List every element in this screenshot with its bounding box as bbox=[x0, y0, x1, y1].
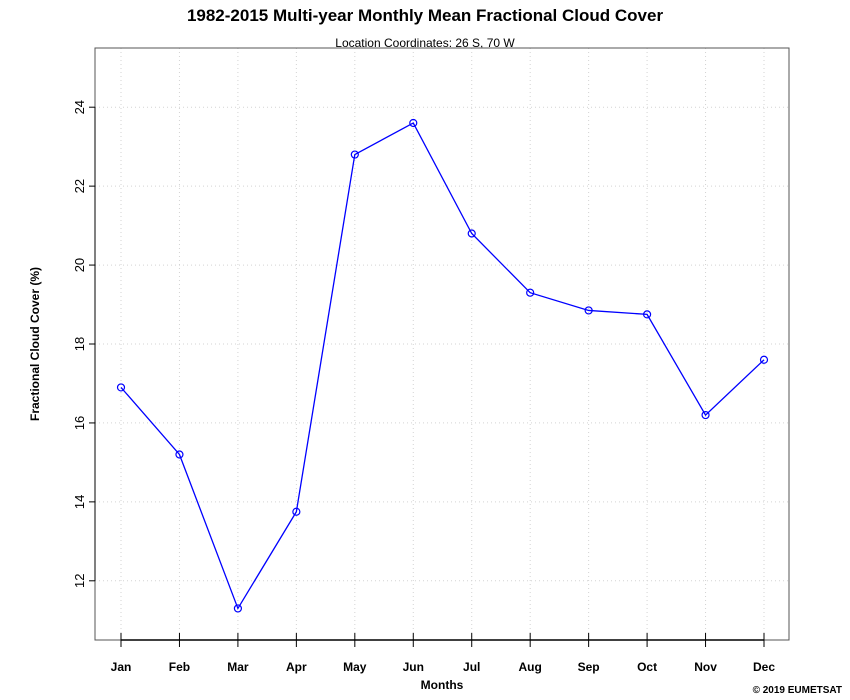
x-tick-label: Oct bbox=[637, 660, 657, 674]
y-tick-label: 14 bbox=[72, 495, 87, 509]
data-point-dec bbox=[759, 355, 769, 364]
x-tick-label: Jul bbox=[463, 660, 480, 674]
data-point-aug bbox=[526, 288, 535, 297]
copyright-notice: © 2019 EUMETSAT bbox=[752, 685, 842, 696]
x-tick-label: Mar bbox=[227, 660, 249, 674]
x-tick-label: Dec bbox=[753, 660, 775, 674]
series-cloud-cover bbox=[116, 118, 769, 613]
y-tick-label: 24 bbox=[72, 100, 87, 114]
x-tick-label: Sep bbox=[578, 660, 600, 674]
data-point-feb bbox=[175, 450, 184, 459]
x-tick-label: Apr bbox=[286, 660, 307, 674]
y-tick-label: 18 bbox=[72, 337, 87, 351]
x-tick-label: Jun bbox=[403, 660, 424, 674]
x-tick-label: Jan bbox=[111, 660, 132, 674]
data-point-mar bbox=[233, 604, 243, 613]
chart-title: 1982-2015 Multi-year Monthly Mean Fracti… bbox=[186, 6, 664, 25]
y-tick-label: 16 bbox=[72, 416, 87, 430]
x-tick-label: Feb bbox=[169, 660, 190, 674]
data-point-jan bbox=[116, 383, 126, 392]
data-point-jul bbox=[467, 229, 476, 238]
data-point-may bbox=[350, 150, 359, 159]
x-axis: Jan Feb Mar Apr May Jun Jul Aug Sep Oct Nov Dec bbox=[111, 633, 775, 674]
y-axis: 12 14 16 18 20 22 24 bbox=[72, 100, 96, 588]
x-axis-title: Months bbox=[421, 678, 464, 692]
y-tick-label: 12 bbox=[72, 574, 87, 588]
data-point-nov bbox=[701, 410, 710, 420]
data-point-sep bbox=[584, 306, 593, 315]
grid-lines bbox=[95, 48, 789, 640]
x-tick-label: May bbox=[343, 660, 367, 674]
x-tick-label: Nov bbox=[694, 660, 717, 674]
y-axis-title: Fractional Cloud Cover (%) bbox=[28, 267, 42, 421]
data-point-oct bbox=[642, 310, 652, 319]
x-tick-label: Aug bbox=[519, 660, 542, 674]
data-point-jun bbox=[409, 118, 418, 128]
data-point-apr bbox=[292, 507, 301, 516]
chart-subtitle: Location Coordinates: 26 S, 70 W bbox=[335, 36, 515, 50]
y-tick-label: 20 bbox=[72, 258, 87, 272]
y-tick-label: 22 bbox=[72, 179, 87, 193]
series-line bbox=[120, 122, 765, 610]
